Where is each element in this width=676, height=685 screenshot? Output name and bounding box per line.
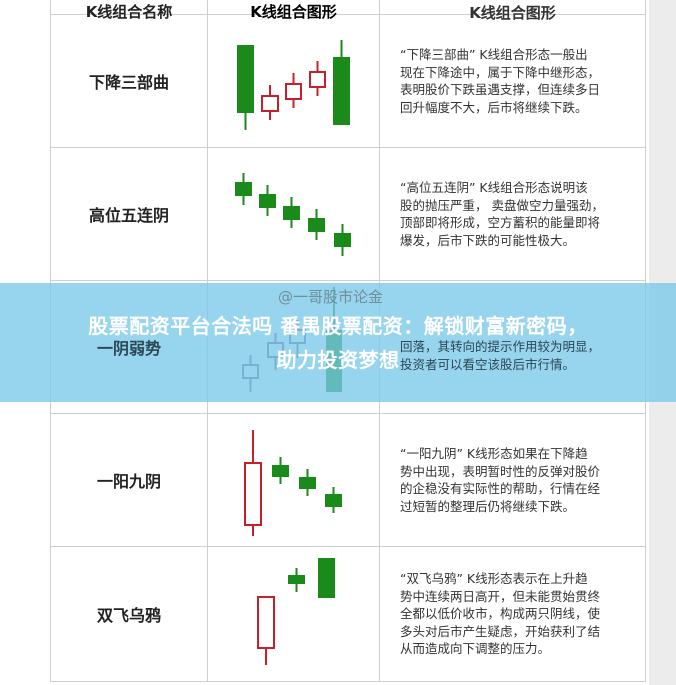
header-text: K线组合图形 — [469, 3, 556, 22]
pattern-name: 高位五连阴 — [51, 148, 208, 280]
bearish-candle — [325, 487, 342, 513]
header-shape: K线组合图形 — [208, 0, 380, 21]
bearish-candle — [318, 558, 335, 598]
bullish-candle — [257, 596, 275, 665]
bearish-candle — [259, 185, 276, 216]
header-desc: K线组合图形 — [380, 0, 645, 21]
desc-line: 势中出现，表明暂时性的反弹对股价 — [400, 463, 601, 479]
pattern-chart — [208, 148, 380, 280]
header-text: K线组合图形 — [250, 3, 337, 21]
bullish-candle — [309, 61, 326, 96]
candle-body — [272, 465, 289, 477]
bearish-candle — [308, 209, 325, 240]
bullish-candle — [244, 430, 262, 536]
bearish-candle — [283, 197, 300, 228]
desc-line: 股的抛压严重， 卖盘做空力量强劲， — [400, 197, 604, 213]
pattern-chart — [208, 547, 380, 681]
pattern-name: 下降三部曲 — [51, 15, 208, 147]
candle-body — [318, 558, 335, 598]
bearish-candle — [272, 457, 289, 484]
candle-body — [325, 494, 342, 507]
pattern-name: 一阴弱势 — [96, 339, 161, 358]
pattern-desc: “高位五连阴” K线组合形态说明该股的抛压严重， 卖盘做空力量强劲， 顶部即将形成… — [380, 148, 645, 280]
desc-line: 从而造成向下调整的压力。 — [400, 641, 551, 657]
candle-body — [299, 477, 316, 489]
desc-line: “双飞乌鸦” K线形态表示在上升趋 — [400, 571, 588, 587]
desc-line: 回落，其转向的提示作用较为明显， — [400, 339, 601, 355]
candle-body — [334, 233, 351, 247]
bearish-candle — [237, 45, 254, 130]
pattern-desc: 回落，其转向的提示作用较为明显， 投资者可以看空该股后市行情。 — [380, 281, 645, 413]
header-name: K线组合名称 — [51, 0, 208, 21]
bearish-candle — [235, 173, 252, 205]
candle-body — [244, 462, 262, 526]
header-text: K线组合名称 — [85, 3, 173, 21]
desc-line: 多头对后市产生疑虑，开始获利了结 — [400, 623, 601, 639]
candle-body — [259, 194, 276, 208]
table-row: 下降三部曲 “下降三部曲” K线组合形态一般出 现在下降途中，属于下降中继形态， 表… — [51, 15, 645, 148]
watermark: @一哥股市论金 — [278, 288, 384, 306]
candle-body — [285, 83, 302, 100]
candle-body — [257, 596, 275, 649]
pattern-chart — [208, 15, 380, 147]
candle-body — [237, 45, 254, 113]
bearish-candle — [299, 469, 316, 496]
desc-line: 全都以低价收市，构成两只阴线，使 — [400, 606, 601, 622]
candle-body — [288, 575, 305, 584]
candle-body — [333, 57, 350, 125]
pattern-name: 一阳九阴 — [51, 414, 208, 546]
bearish-candle — [288, 568, 305, 592]
desc-line: 顶部即将形成，空方蓄积的能量即将 — [400, 215, 601, 230]
bullish-candle — [285, 73, 302, 108]
bullish-candle — [261, 85, 279, 120]
desc-line: 投资者可以看空该股后市行情。 — [400, 356, 576, 372]
pattern-chart — [208, 414, 380, 546]
table-header: K线组合名称 K线组合图形 K线组合图形 — [51, 0, 645, 21]
bearish-candle — [334, 224, 351, 256]
desc-line: 现在下降途中，属于下降中继形态， — [400, 64, 601, 80]
desc-line: “下降三部曲” K线组合形态一般出 — [400, 47, 588, 62]
desc-line: 势中连续两日高开，但未能贯始贯终 — [400, 588, 601, 604]
desc-line: 回升幅度不大，后市将继续下跌。 — [400, 99, 588, 115]
desc-line: 表明股价下跌虽遇支撑，但连续多日 — [400, 82, 601, 97]
pattern-name: 双飞乌鸦 — [51, 547, 208, 681]
candle-body — [261, 95, 279, 112]
desc-line: 的企稳没有实际性的帮助，行情在经 — [400, 481, 601, 496]
pattern-desc: “双飞乌鸦” K线形态表示在上升趋 势中连续两日高开，但未能贯始贯终 全都以低价收市… — [380, 547, 645, 681]
desc-line: “一阳九阴” K线形态如果在下降趋 — [400, 446, 588, 461]
desc-line: “高位五连阴” K线组合形态说明该 — [400, 180, 588, 195]
candle-body — [309, 71, 326, 88]
candle-body — [283, 206, 300, 220]
table-row: 一阳九阴 “一阳九阴” K线形态如果在下降趋 势中出现，表明暂时性的反弹对股价 的企… — [51, 414, 645, 547]
kline-table: K线组合名称 K线组合图形 K线组合图形 下降三部曲 “下降三部曲” K线组合形… — [50, 0, 646, 682]
candle-body — [235, 182, 252, 196]
table-row: 双飞乌鸦 “双飞乌鸦” K线形态表示在上升趋 势中连续两日高开，但未能贯始贯终 全都… — [51, 547, 645, 682]
candle-body — [308, 218, 325, 232]
desc-line: 爆发，后市下跌的可能性极大。 — [400, 232, 576, 248]
pattern-desc: “下降三部曲” K线组合形态一般出 现在下降途中，属于下降中继形态， 表明股价下跌虽… — [380, 15, 645, 147]
table-row: 高位五连阴 “高位五连阴” K线组合形态说明该股的抛压严重， 卖盘做空力量强劲，… — [51, 148, 645, 281]
desc-line: 过短暂的整理后仍将继续下跌。 — [400, 498, 576, 514]
bearish-candle — [333, 40, 350, 125]
headline-banner-background[interactable] — [0, 283, 676, 402]
pattern-desc: “一阳九阴” K线形态如果在下降趋 势中出现，表明暂时性的反弹对股价 的企稳没有实际… — [380, 414, 645, 546]
